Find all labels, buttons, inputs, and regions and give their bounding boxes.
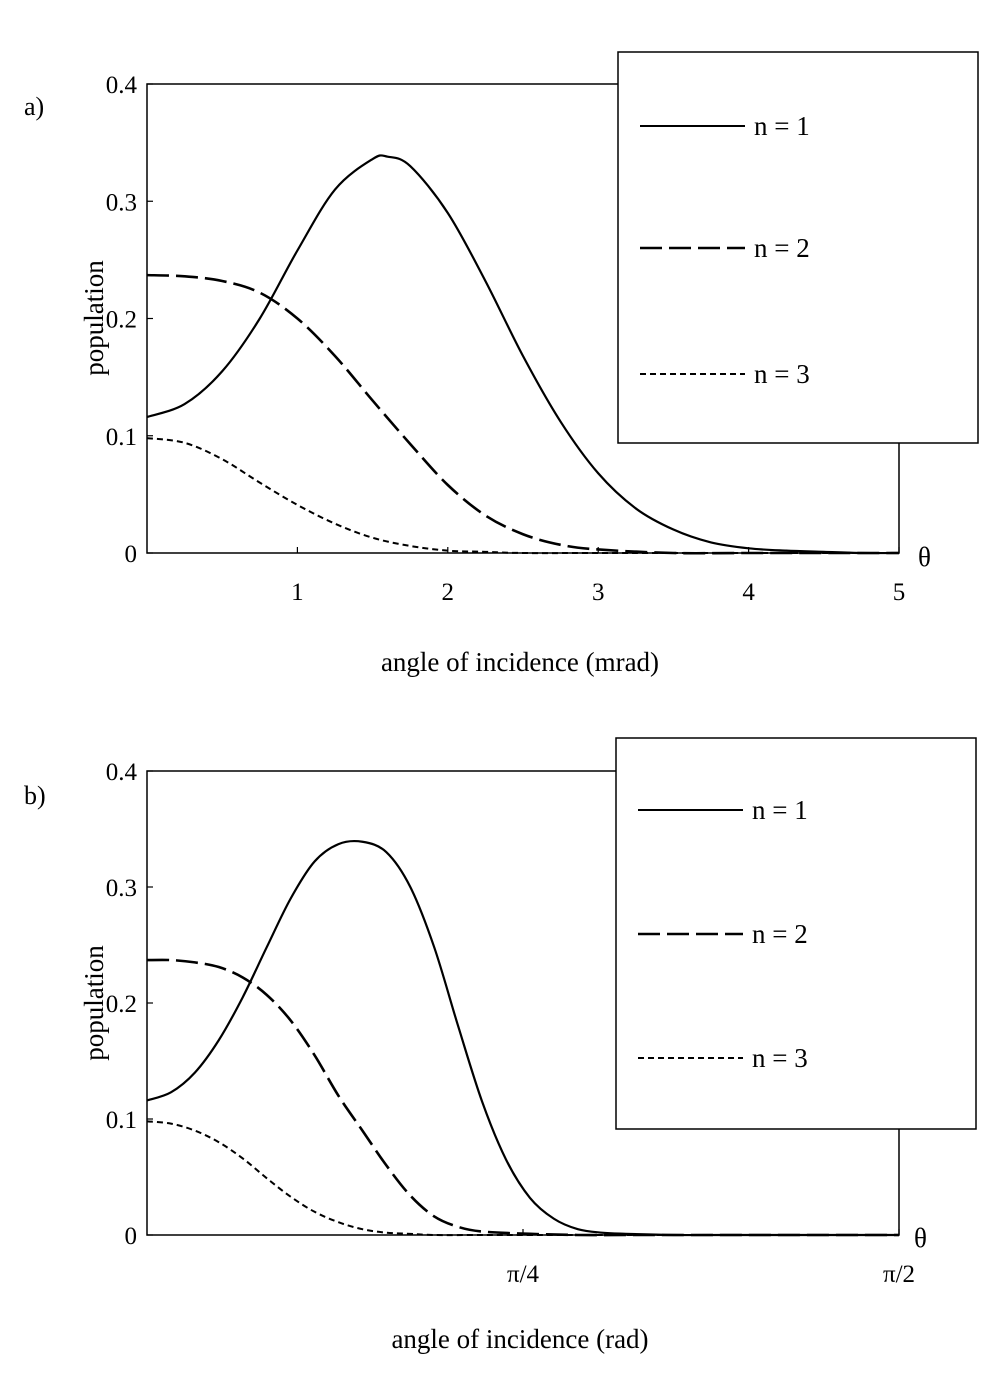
series-line-n3 xyxy=(146,437,899,555)
y-tick-label: 0 xyxy=(125,541,138,568)
y-ticks: 0 0.1 0.2 0.3 0.4 xyxy=(106,759,153,1250)
series-line-n1 xyxy=(146,839,899,1237)
x-tick-label: 1 xyxy=(291,579,304,606)
legend-label-n1: n = 1 xyxy=(754,111,810,141)
series-line-n1 xyxy=(146,154,900,555)
series-line-n2 xyxy=(146,958,899,1237)
legend: n = 1 n = 2 n = 3 xyxy=(615,737,977,1130)
series-line-n3 xyxy=(146,1120,899,1237)
x-ticks: π/4 π/2 xyxy=(507,1229,915,1288)
y-tick-label: 0.3 xyxy=(106,875,137,902)
x-tick-label: 3 xyxy=(592,579,605,606)
y-tick-label: 0.2 xyxy=(106,307,137,334)
legend-label-n2: n = 2 xyxy=(752,919,808,949)
y-axis-label: population xyxy=(79,945,109,1061)
x-tick-label: 4 xyxy=(742,579,755,606)
x-axis-label: angle of incidence (rad) xyxy=(391,1324,648,1354)
legend: n = 1 n = 2 n = 3 xyxy=(617,51,979,444)
x-tick-label: 5 xyxy=(893,579,906,606)
y-tick-label: 0.4 xyxy=(106,759,138,786)
x-axis-label: angle of incidence (mrad) xyxy=(381,647,659,677)
theta-axis-label: θ xyxy=(914,1223,927,1253)
theta-axis-label: θ xyxy=(918,542,931,572)
y-axis-label: population xyxy=(79,260,109,376)
legend-label-n1: n = 1 xyxy=(752,795,808,825)
legend-label-n2: n = 2 xyxy=(754,233,810,263)
panel-a: a) population angle of incidence (mrad) … xyxy=(24,51,979,677)
y-ticks: 0 0.1 0.2 0.3 0.4 xyxy=(106,72,153,568)
y-tick-label: 0.1 xyxy=(106,424,137,451)
y-tick-label: 0.1 xyxy=(106,1107,137,1134)
panel-label: a) xyxy=(24,92,44,121)
panel-label: b) xyxy=(24,781,46,810)
x-tick-label: π/2 xyxy=(883,1261,915,1288)
curves xyxy=(146,154,900,555)
x-tick-label: π/4 xyxy=(507,1261,540,1288)
curves xyxy=(146,839,899,1237)
y-tick-label: 0.4 xyxy=(106,72,138,99)
y-tick-label: 0.2 xyxy=(106,991,137,1018)
y-tick-label: 0.3 xyxy=(106,189,137,216)
legend-label-n3: n = 3 xyxy=(754,359,810,389)
panel-b: b) population angle of incidence (rad) θ… xyxy=(24,737,977,1354)
y-tick-label: 0 xyxy=(125,1223,138,1250)
x-tick-label: 2 xyxy=(442,579,455,606)
x-ticks: 1 2 3 4 5 xyxy=(291,547,905,606)
legend-label-n3: n = 3 xyxy=(752,1043,808,1073)
